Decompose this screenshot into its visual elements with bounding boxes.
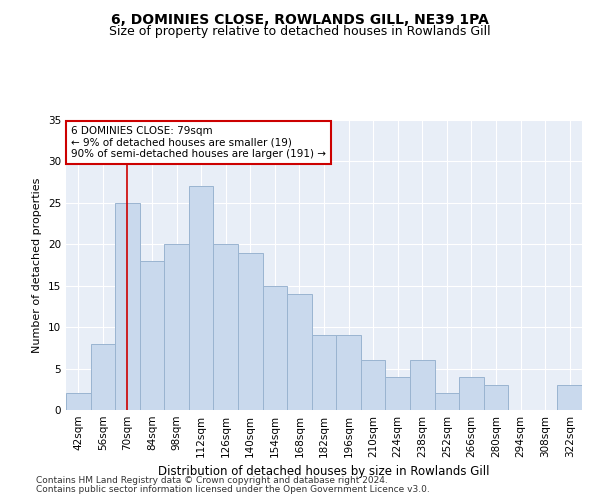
Text: 6, DOMINIES CLOSE, ROWLANDS GILL, NE39 1PA: 6, DOMINIES CLOSE, ROWLANDS GILL, NE39 1… xyxy=(111,12,489,26)
Bar xyxy=(434,394,459,410)
Bar xyxy=(312,336,336,410)
Bar xyxy=(66,394,91,410)
Text: Contains public sector information licensed under the Open Government Licence v3: Contains public sector information licen… xyxy=(36,485,430,494)
X-axis label: Distribution of detached houses by size in Rowlands Gill: Distribution of detached houses by size … xyxy=(158,466,490,478)
Text: 6 DOMINIES CLOSE: 79sqm
← 9% of detached houses are smaller (19)
90% of semi-det: 6 DOMINIES CLOSE: 79sqm ← 9% of detached… xyxy=(71,126,326,159)
Bar xyxy=(557,385,582,410)
Bar xyxy=(484,385,508,410)
Bar xyxy=(214,244,238,410)
Bar xyxy=(115,203,140,410)
Bar xyxy=(459,377,484,410)
Y-axis label: Number of detached properties: Number of detached properties xyxy=(32,178,43,352)
Bar xyxy=(263,286,287,410)
Bar xyxy=(189,186,214,410)
Bar xyxy=(238,252,263,410)
Text: Contains HM Land Registry data © Crown copyright and database right 2024.: Contains HM Land Registry data © Crown c… xyxy=(36,476,388,485)
Bar xyxy=(361,360,385,410)
Bar xyxy=(385,377,410,410)
Bar xyxy=(287,294,312,410)
Bar xyxy=(164,244,189,410)
Bar xyxy=(336,336,361,410)
Bar xyxy=(410,360,434,410)
Text: Size of property relative to detached houses in Rowlands Gill: Size of property relative to detached ho… xyxy=(109,25,491,38)
Bar xyxy=(140,261,164,410)
Bar xyxy=(91,344,115,410)
